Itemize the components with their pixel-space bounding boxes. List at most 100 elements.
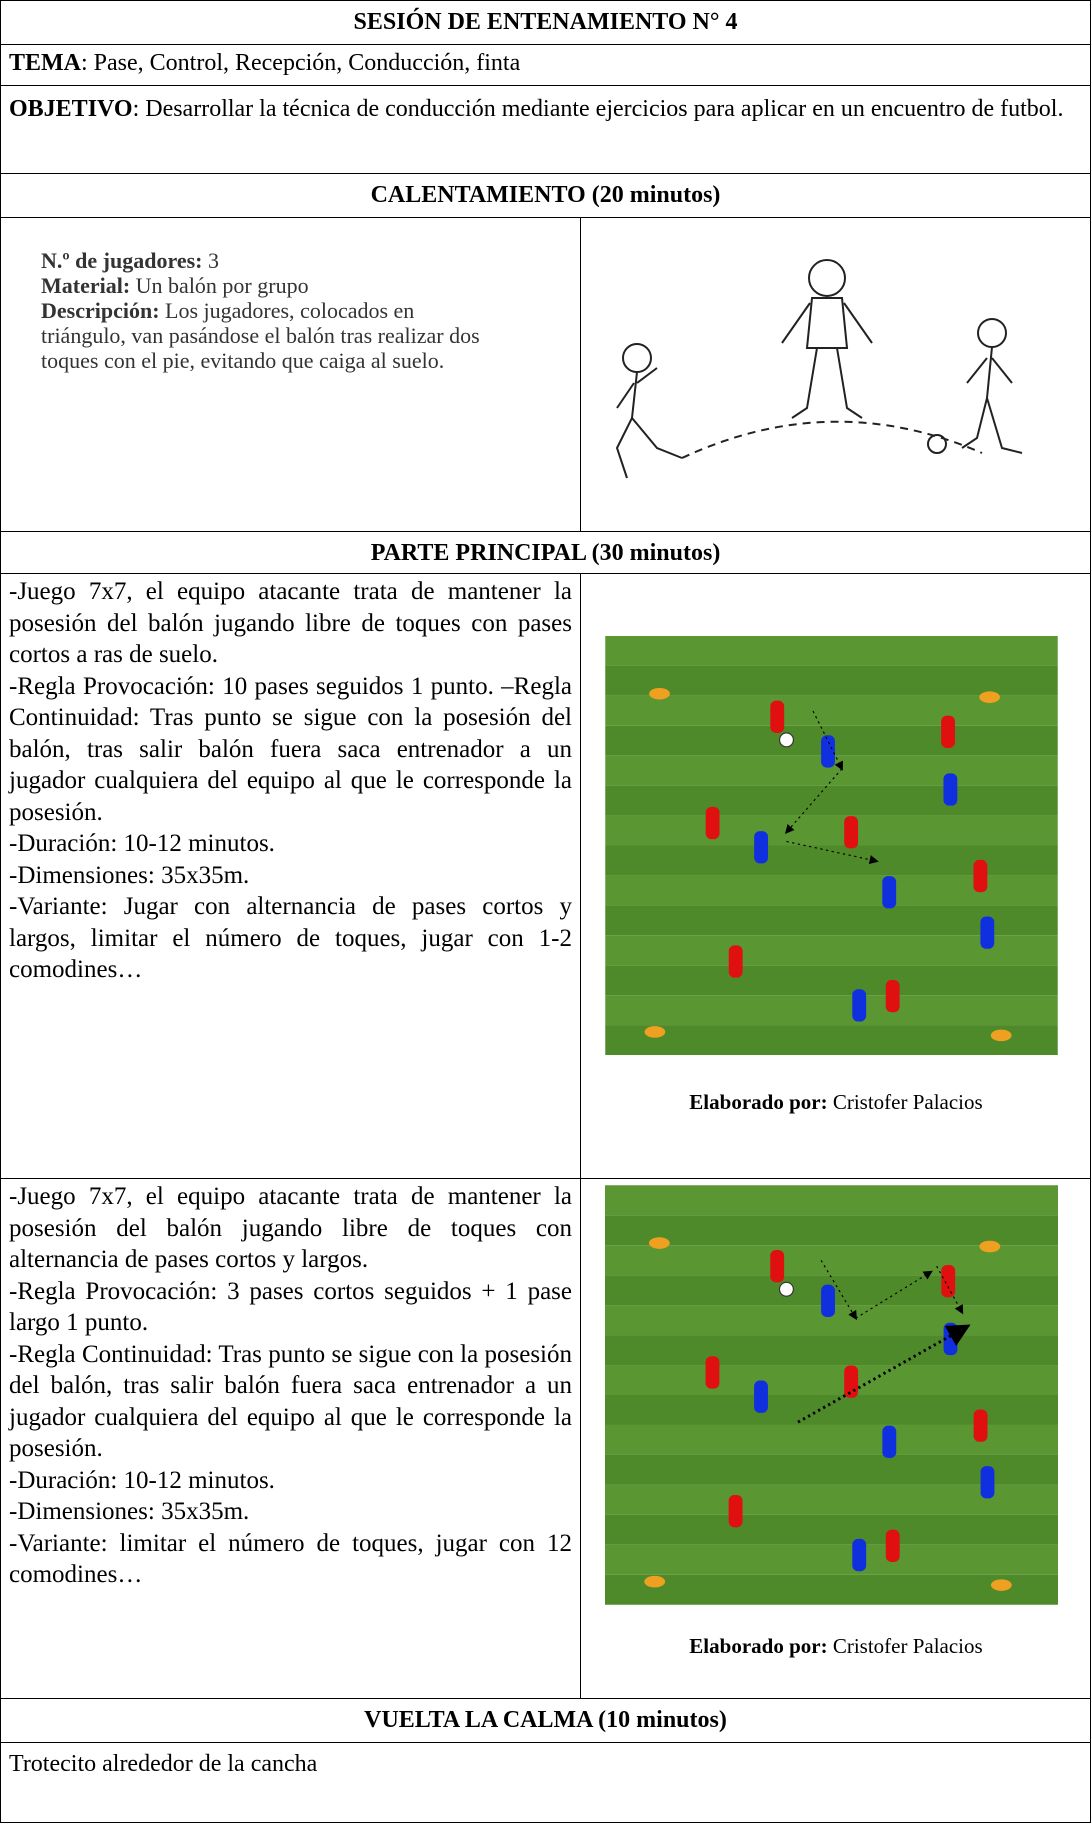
player — [980, 916, 995, 949]
field-stripe — [605, 1335, 1058, 1366]
player — [941, 1264, 956, 1298]
field-stripe — [605, 815, 1058, 846]
paragraph: -Duración: 10-12 minutos. — [9, 1466, 275, 1494]
text: Cristofer Palacios — [832, 1634, 983, 1658]
player — [844, 816, 859, 849]
warmup-row: N.º de jugadores: 3 Material: Un balón p… — [1, 218, 1090, 532]
ball — [778, 1281, 794, 1297]
caption: Elaborado por: Cristofer Palacios — [582, 1634, 1090, 1659]
player — [980, 1466, 995, 1499]
player — [770, 700, 785, 733]
paragraph: -Regla Continuidad: Tras punto se sigue … — [9, 1340, 572, 1463]
warmup-text: N.º de jugadores: 3 Material: Un balón p… — [1, 218, 481, 373]
cone — [979, 691, 1001, 703]
drill-row: -Juego 7x7, el equipo atacante trata de … — [1, 574, 1090, 1179]
player — [728, 945, 743, 978]
player — [973, 859, 988, 893]
pass-arrow — [786, 840, 879, 865]
cone — [979, 1240, 1001, 1253]
player — [754, 831, 769, 864]
field-diagram — [605, 1185, 1058, 1605]
field-stripe — [605, 1514, 1058, 1545]
drill-text: -Juego 7x7, el equipo atacante trata de … — [1, 1179, 581, 1698]
player — [941, 715, 956, 748]
caption: Elaborado por: Cristofer Palacios — [582, 1090, 1090, 1115]
paragraph: -Regla Provocación: 3 pases cortos segui… — [9, 1277, 572, 1337]
cone — [644, 1575, 666, 1588]
paragraph: -Duración: 10-12 minutos. — [9, 830, 275, 857]
player — [754, 1380, 768, 1413]
player — [852, 1538, 867, 1572]
label: N.º de jugadores: — [41, 248, 203, 273]
field-stripe — [605, 1215, 1058, 1246]
drill-image-cell: Elaborado por: Cristofer Palacios — [582, 1179, 1090, 1698]
cone — [648, 1237, 670, 1249]
ball — [927, 434, 947, 454]
field-stripe — [605, 845, 1058, 876]
player — [885, 979, 900, 1013]
player — [973, 1409, 988, 1442]
field-stripe — [605, 1574, 1058, 1605]
label: Descripción: — [41, 298, 160, 323]
heading: CALENTAMIENTO (20 minutos) — [1, 174, 1090, 218]
player — [885, 1529, 900, 1562]
figure — [781, 259, 873, 419]
player — [705, 1356, 720, 1389]
text: : Desarrollar la técnica de conducción m… — [132, 96, 1064, 122]
text: 3 — [207, 248, 219, 273]
tema-row: TEMA: Pase, Control, Recepción, Conducci… — [1, 45, 1090, 86]
field-stripe — [605, 665, 1058, 696]
field-stripe — [605, 1424, 1058, 1455]
player — [943, 773, 958, 806]
field-stripe — [605, 875, 1058, 906]
player — [705, 806, 720, 840]
paragraph: -Juego 7x7, el equipo atacante trata de … — [9, 1183, 572, 1273]
paragraph: -Dimensiones: 35x35m. — [9, 861, 250, 889]
warmup-image-cell — [582, 218, 1090, 531]
paragraph: -Regla Provocación: 10 pases seguidos 1 … — [9, 672, 572, 826]
field-stripe — [605, 636, 1058, 666]
figure — [615, 343, 683, 479]
label: TEMA — [9, 50, 81, 76]
label: Elaborado por: — [689, 1634, 828, 1658]
field-stripe — [605, 1365, 1058, 1395]
field-stripe — [605, 785, 1058, 816]
field-stripe — [605, 1025, 1058, 1055]
heading: VUELTA LA CALMA (10 minutos) — [1, 1699, 1090, 1743]
label: Elaborado por: — [689, 1090, 828, 1114]
field-diagram — [605, 636, 1058, 1055]
label: Material: — [41, 273, 131, 298]
cone — [649, 687, 670, 700]
figure — [961, 318, 1023, 454]
drill-row: -Juego 7x7, el equipo atacante trata de … — [1, 1179, 1090, 1699]
field-stripe — [605, 1544, 1058, 1575]
player — [821, 1284, 835, 1317]
cone — [644, 1026, 666, 1038]
label: OBJETIVO — [9, 96, 133, 122]
player — [728, 1494, 743, 1528]
cone — [990, 1579, 1012, 1591]
pass-arrow — [784, 768, 843, 834]
pass-arrow — [812, 710, 843, 771]
ball — [778, 732, 794, 748]
cooldown-text: Trotecito alrededor de la cancha — [9, 1751, 318, 1777]
objetivo-row: OBJETIVO: Desarrollar la técnica de cond… — [1, 86, 1090, 174]
field-stripe — [605, 1185, 1058, 1216]
player — [770, 1249, 785, 1283]
text: Un balón por grupo — [135, 273, 309, 298]
paragraph: -Variante: Jugar con alternancia de pase… — [9, 893, 572, 983]
text: : Pase, Control, Recepción, Conducción, … — [81, 50, 521, 76]
title: SESIÓN DE ENTENAMIENTO N° 4 — [1, 1, 1090, 45]
drill-text: -Juego 7x7, el equipo atacante trata de … — [1, 574, 581, 1178]
heading: PARTE PRINCIPAL (30 minutos) — [1, 532, 1090, 574]
cone — [990, 1029, 1012, 1042]
field-stripe — [605, 1395, 1058, 1425]
player — [844, 1365, 859, 1398]
field-stripe — [605, 995, 1058, 1026]
paragraph: -Variante: limitar el número de toques, … — [9, 1529, 572, 1589]
text: Cristofer Palacios — [832, 1090, 983, 1114]
paragraph: -Juego 7x7, el equipo atacante trata de … — [9, 578, 572, 668]
player — [852, 989, 867, 1022]
paragraph: -Dimensiones: 35x35m. — [9, 1498, 250, 1525]
